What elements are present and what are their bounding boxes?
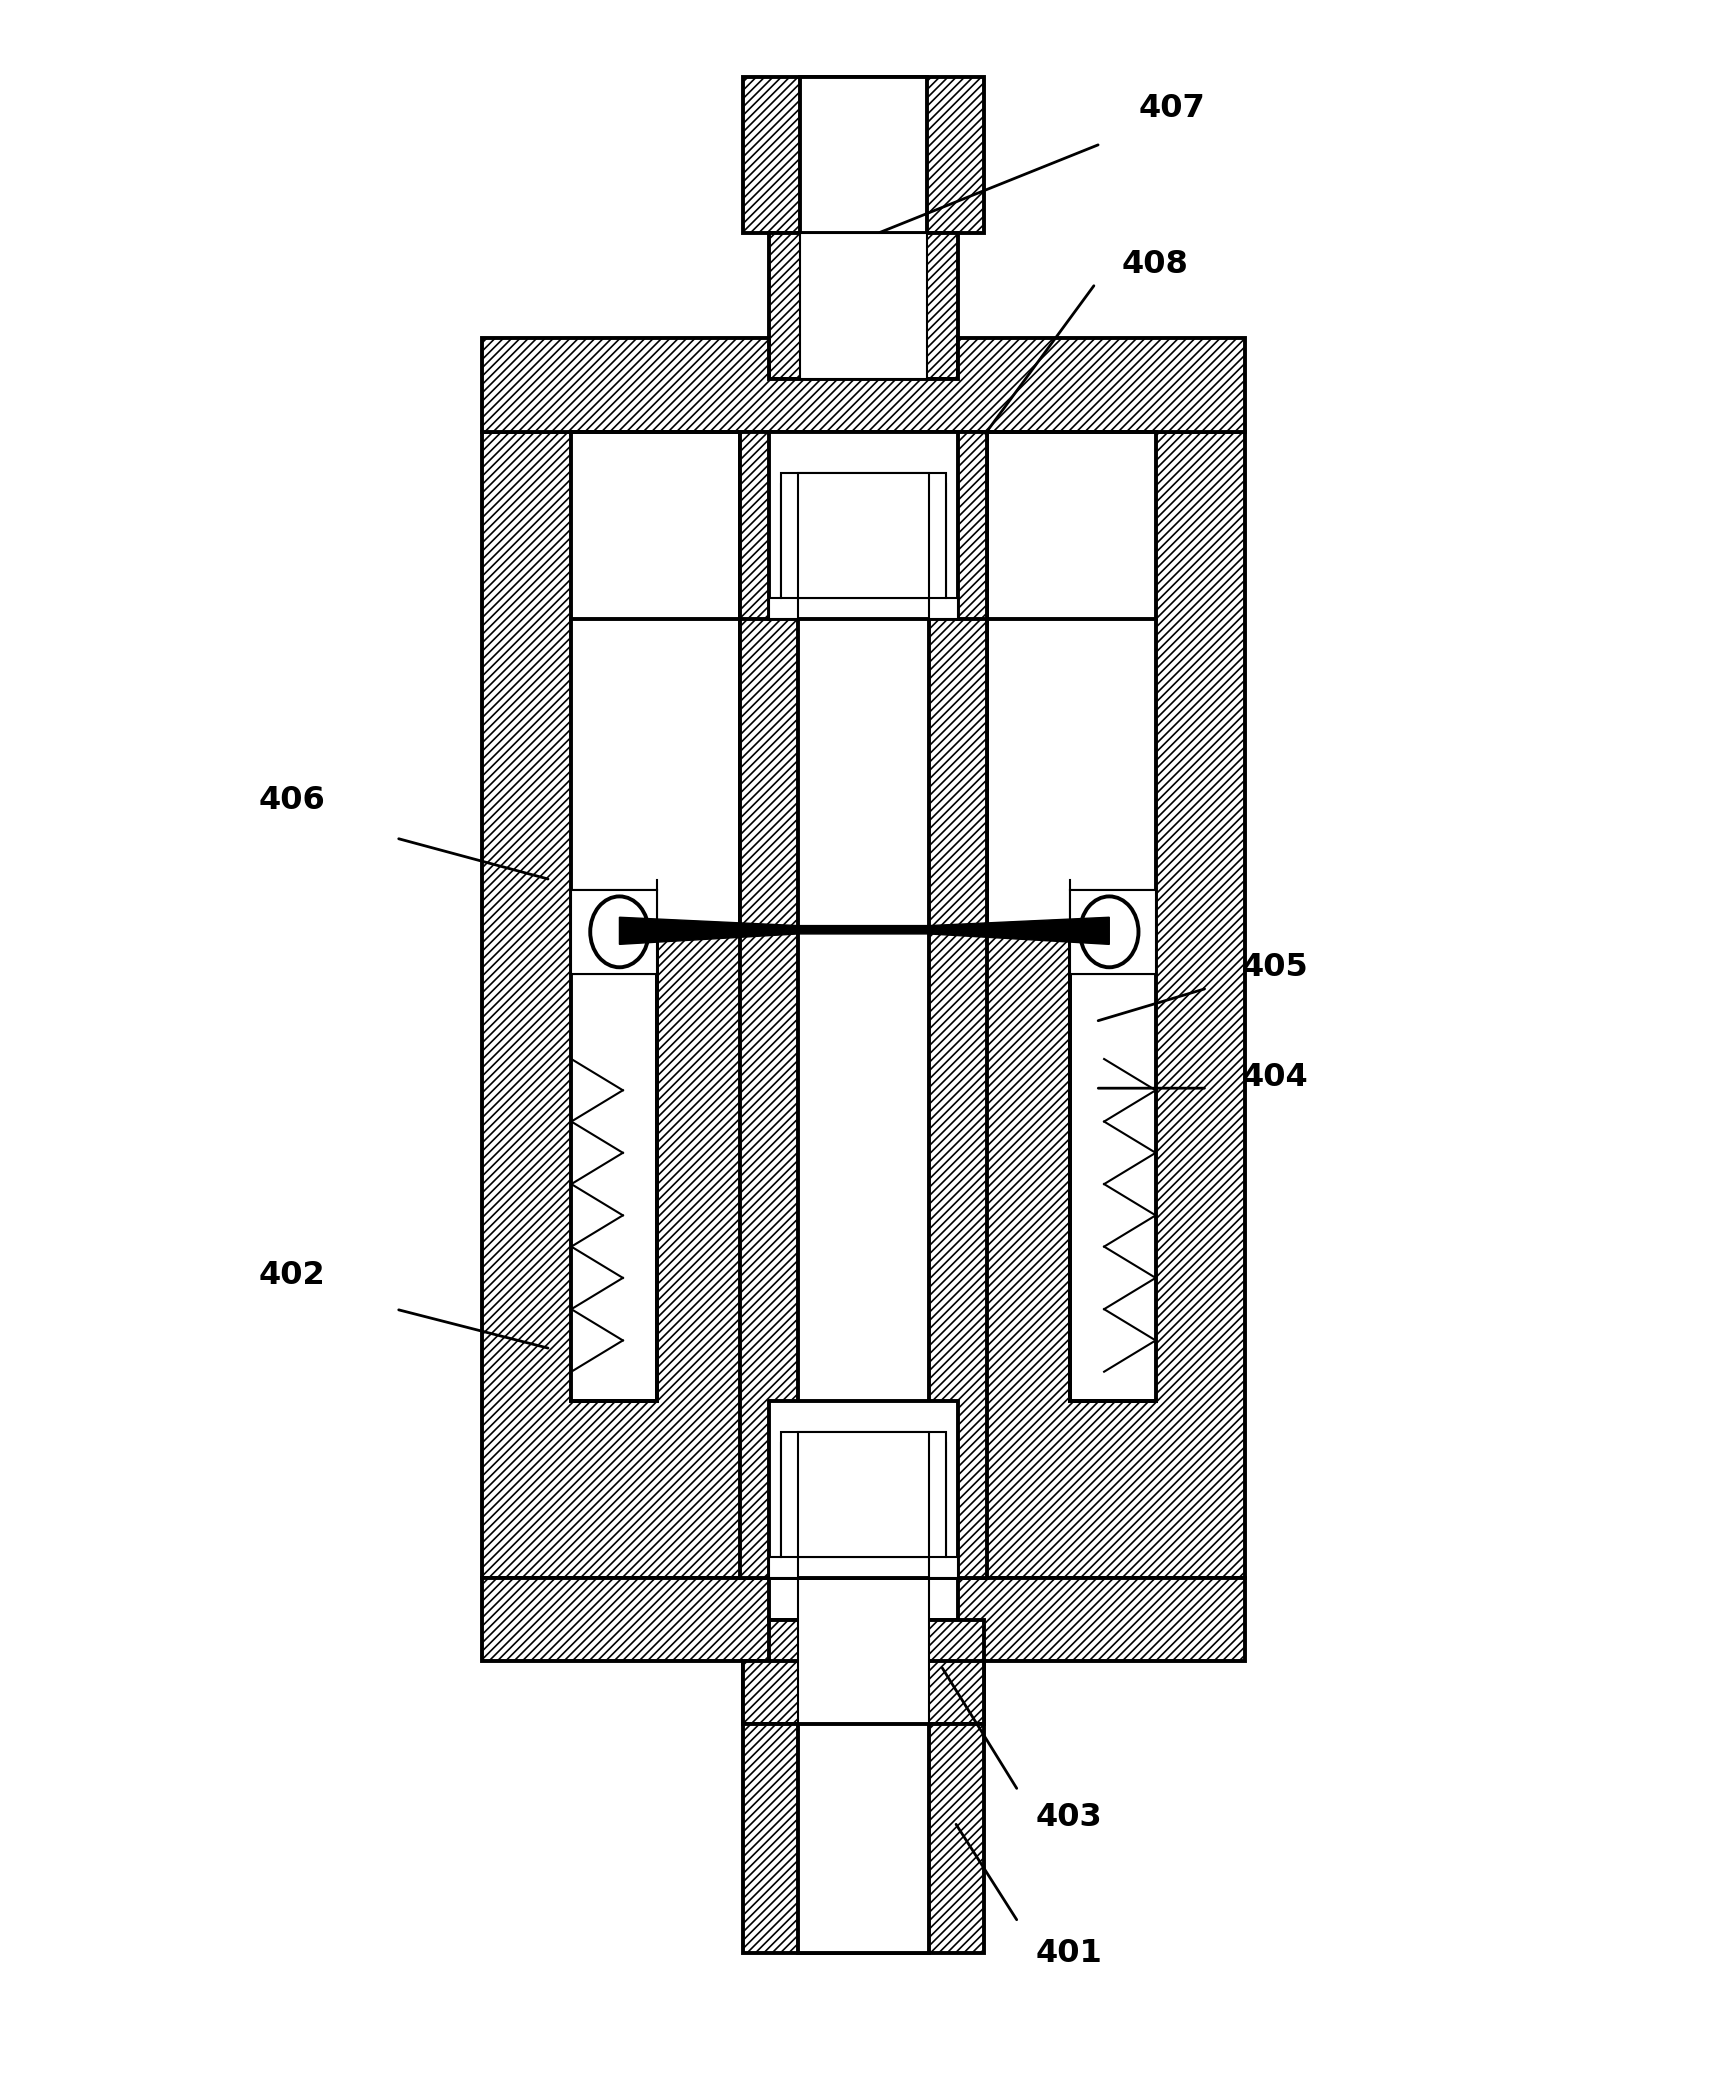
Text: 401: 401 [1036, 1938, 1102, 1970]
Polygon shape [743, 1620, 984, 1725]
Bar [798, 1432, 929, 1557]
Polygon shape [743, 1725, 984, 1953]
Text: 402: 402 [259, 1260, 325, 1291]
Text: 405: 405 [1242, 952, 1309, 984]
Bar [769, 431, 958, 620]
Bar [800, 77, 927, 234]
Polygon shape [769, 1442, 798, 1578]
Bar [482, 431, 1245, 1578]
Bar [781, 473, 946, 599]
Text: 403: 403 [1036, 1802, 1102, 1833]
Bar [769, 1400, 958, 1578]
Polygon shape [1069, 931, 1155, 1400]
Polygon shape [572, 931, 658, 1400]
Bar [798, 1578, 929, 1725]
Polygon shape [572, 431, 739, 931]
Polygon shape [482, 1578, 1245, 1662]
Polygon shape [620, 917, 1109, 944]
Bar [798, 1725, 929, 1953]
Polygon shape [929, 1442, 958, 1578]
Polygon shape [482, 337, 1245, 431]
Polygon shape [929, 483, 958, 620]
Text: 407: 407 [1138, 92, 1205, 123]
Polygon shape [743, 1662, 984, 1725]
Polygon shape [769, 234, 958, 379]
Bar [572, 890, 658, 973]
Polygon shape [769, 483, 798, 620]
Text: 408: 408 [1121, 249, 1188, 280]
Bar [739, 431, 988, 1578]
Polygon shape [988, 431, 1155, 931]
Bar [781, 1432, 946, 1557]
Bar [800, 234, 927, 379]
Bar [798, 431, 929, 1578]
Bar [798, 473, 929, 599]
Text: 406: 406 [259, 785, 325, 816]
Circle shape [591, 896, 649, 967]
Text: 404: 404 [1242, 1063, 1309, 1093]
Polygon shape [743, 77, 984, 234]
Bar [1069, 890, 1155, 973]
Circle shape [1079, 896, 1138, 967]
